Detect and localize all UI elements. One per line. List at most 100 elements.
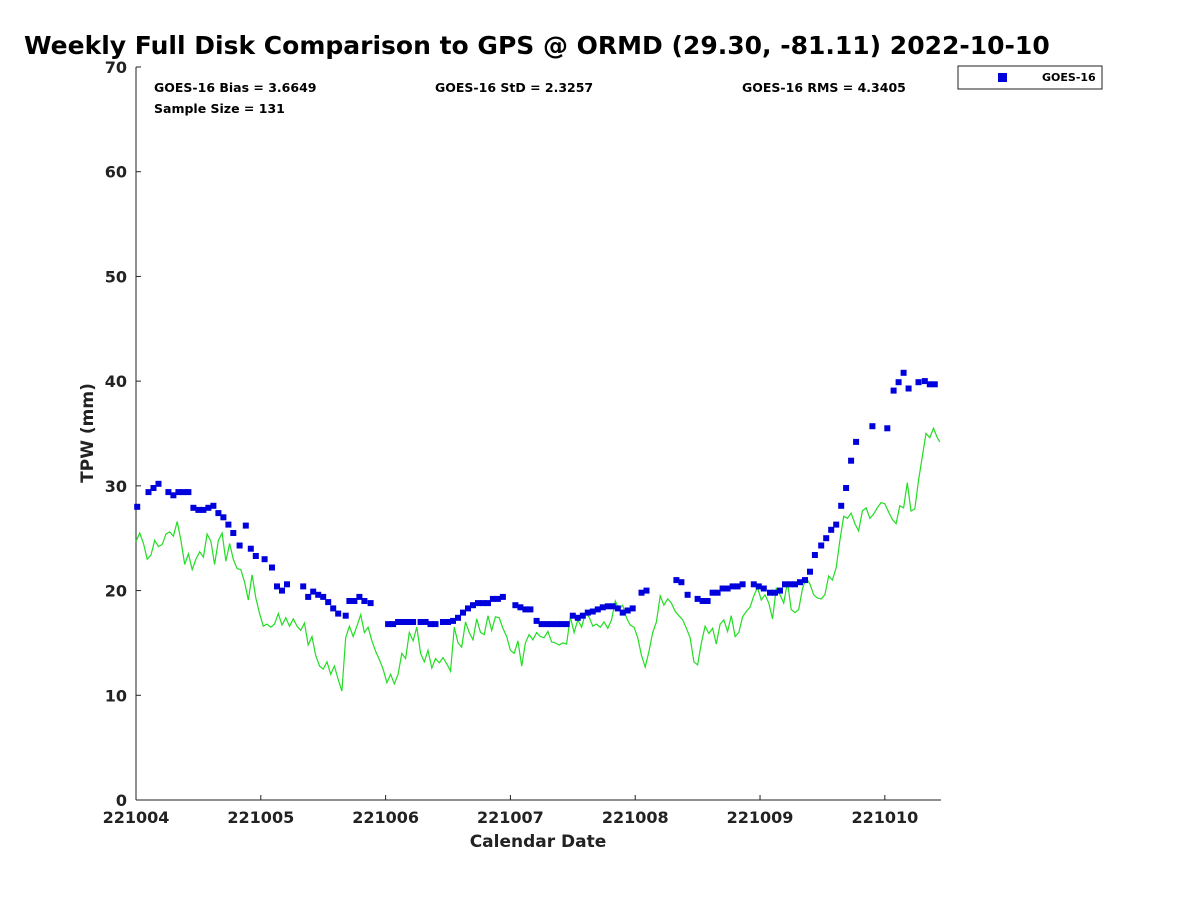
legend-marker-goes16: [998, 73, 1007, 82]
goes16-point: [175, 489, 182, 496]
goes16-point: [499, 593, 506, 600]
goes16-point: [704, 598, 711, 604]
plot-area: 0 10 20 30 40 50 60 70 221004 221005 221006 221007…: [103, 58, 941, 827]
goes16-point: [422, 619, 429, 625]
y-tick-label: 60: [105, 163, 127, 182]
chart-title: Weekly Full Disk Comparison to GPS @ ORM…: [24, 31, 1050, 60]
goes16-point: [480, 600, 486, 607]
y-tick-label: 10: [105, 686, 127, 705]
goes16-point: [569, 612, 576, 619]
goes16-point: [563, 621, 570, 628]
x-axis-label: Calendar Date: [470, 832, 607, 852]
goes16-point: [445, 619, 451, 625]
goes16-point: [342, 612, 349, 619]
goes16-point: [533, 617, 540, 624]
goes16-point: [150, 485, 157, 491]
goes16-point: [417, 619, 424, 625]
goes16-point: [274, 583, 280, 590]
gps-line: [135, 426, 941, 692]
goes16-point: [548, 621, 555, 628]
std-stat: GOES-16 StD = 2.3257: [435, 80, 593, 95]
goes16-point: [719, 585, 726, 592]
goes16-point: [638, 589, 645, 596]
goes16-point: [145, 489, 152, 496]
goes16-point: [900, 369, 907, 376]
goes16-point: [739, 581, 746, 588]
goes16-point: [210, 502, 217, 509]
goes16-point: [604, 603, 611, 610]
goes16-point: [512, 602, 519, 609]
goes16-point: [594, 606, 601, 613]
goes16-point: [527, 606, 534, 613]
goes16-point: [475, 600, 481, 607]
x-ticks: 221004 221005 221006 221007 221008 221009 2210…: [103, 795, 918, 827]
goes16-point: [574, 614, 581, 621]
legend: GOES-16: [957, 65, 1103, 90]
goes16-point: [335, 610, 342, 617]
goes16-point: [818, 542, 825, 549]
goes16-point: [895, 379, 902, 386]
goes16-point: [543, 621, 550, 628]
goes16-point: [300, 583, 307, 590]
goes16-point: [385, 621, 392, 628]
goes16-point: [678, 579, 685, 586]
goes16-point: [853, 438, 860, 445]
goes16-point: [553, 621, 560, 628]
goes16-point: [155, 480, 162, 487]
x-tick-label: 221009: [727, 808, 794, 827]
goes16-point: [305, 593, 312, 600]
goes16-point: [134, 503, 141, 510]
goes16-point: [609, 603, 616, 610]
goes16-point: [843, 485, 850, 491]
goes16-point: [517, 604, 524, 611]
x-tick-label: 221006: [352, 808, 419, 827]
goes16-point: [629, 605, 636, 612]
goes16-point: [811, 552, 818, 558]
goes16-point: [310, 588, 317, 595]
goes16-point: [330, 605, 337, 612]
goes16-point: [361, 598, 368, 604]
sample-size-stat: Sample Size = 131: [154, 101, 285, 116]
y-tick-label: 50: [105, 267, 127, 286]
x-tick-label: 221004: [103, 808, 170, 827]
goes16-point: [225, 521, 232, 528]
goes16-point: [460, 609, 466, 616]
goes16-point: [470, 602, 476, 609]
goes16-point: [684, 591, 691, 598]
goes16-point: [838, 502, 845, 509]
goes16-point: [921, 378, 928, 385]
goes16-point: [890, 387, 897, 394]
x-tick-label: 221007: [477, 808, 544, 827]
goes16-point: [269, 564, 275, 571]
goes16-point: [782, 581, 788, 588]
legend-box: [957, 65, 1103, 90]
goes16-point: [579, 612, 586, 619]
goes16-point: [351, 598, 358, 604]
goes16-point: [165, 489, 172, 496]
goes16-point: [395, 619, 402, 625]
goes16-point: [432, 621, 439, 628]
goes16-point: [931, 381, 938, 388]
goes16-point: [807, 568, 813, 575]
goes16-point: [200, 506, 207, 513]
y-tick-label: 20: [105, 582, 127, 601]
goes16-point: [833, 521, 840, 528]
y-tick-label: 0: [116, 791, 127, 810]
rms-stat: GOES-16 RMS = 4.3405: [742, 80, 906, 95]
goes16-point: [230, 530, 237, 536]
goes16-point: [252, 553, 259, 559]
goes16-point: [760, 585, 767, 592]
goes16-point: [734, 583, 741, 590]
goes16-point: [465, 605, 471, 612]
goes16-point: [284, 581, 290, 588]
goes16-point: [485, 600, 491, 607]
goes16-point: [522, 606, 529, 613]
goes16-point: [755, 583, 762, 590]
goes16-point: [884, 425, 891, 432]
goes16-point: [190, 504, 197, 511]
goes16-point: [699, 598, 706, 604]
x-tick-label: 221010: [851, 808, 918, 827]
goes16-point: [346, 598, 353, 604]
goes16-point: [215, 510, 222, 517]
goes16-point: [538, 621, 545, 628]
